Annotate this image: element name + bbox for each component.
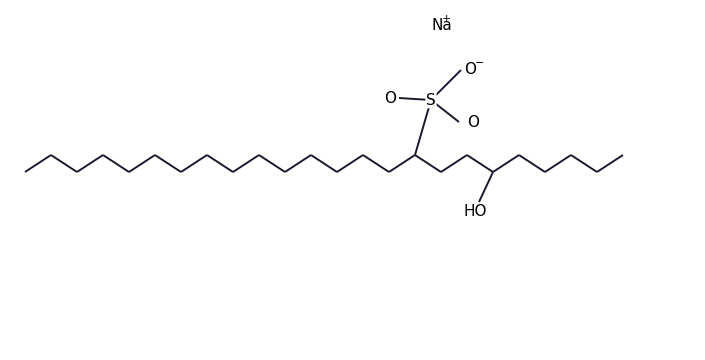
Text: O: O (467, 114, 479, 130)
Text: O: O (384, 90, 396, 105)
Text: Na: Na (432, 18, 453, 32)
Text: O: O (464, 62, 476, 77)
Text: −: − (475, 58, 484, 68)
Text: +: + (442, 14, 451, 24)
Text: HO: HO (463, 204, 486, 219)
Text: S: S (426, 93, 436, 108)
